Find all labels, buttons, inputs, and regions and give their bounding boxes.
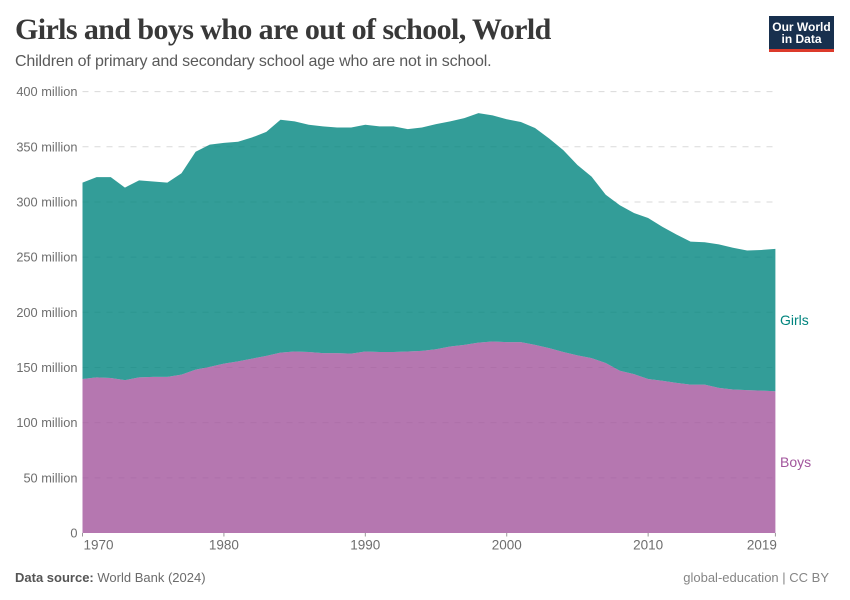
owid-logo[interactable]: Our World in Data [769,16,834,52]
y-tick-label-250: 250 million [16,250,77,265]
license-link[interactable]: CC BY [789,570,829,585]
chart-slug-link[interactable]: global-education [683,570,779,585]
chart-subtitle: Children of primary and secondary school… [15,53,492,70]
x-tick-label-2000: 2000 [492,538,522,553]
series-label-boys[interactable]: Boys [780,454,812,470]
owid-logo-line2: in Data [781,31,822,46]
y-tick-label-350: 350 million [16,139,77,154]
owid-logo-red-bar [769,49,834,52]
y-tick-label-400: 400 million [16,84,77,99]
y-tick-label-0: 0 [70,526,77,541]
y-tick-label-200: 200 million [16,305,77,320]
y-tick-label-150: 150 million [16,360,77,375]
chart-footer: Data source: World Bank (2024) global-ed… [15,570,829,586]
y-tick-label-50: 50 million [23,470,77,485]
y-tick-label-300: 300 million [16,194,77,209]
owid-logo-line1: Our World [772,19,831,34]
x-tick-label-1990: 1990 [350,538,380,553]
data-source-value: World Bank (2024) [97,570,206,585]
page-title: Girls and boys who are out of school, Wo… [15,13,551,46]
owid-logo-box: Our World in Data [769,16,834,49]
x-tick-label-1970: 1970 [84,538,114,553]
area-boys[interactable] [82,341,776,533]
data-source-note: Data source: World Bank (2024) [15,570,206,586]
x-tick-label-2019: 2019 [747,538,777,553]
x-tick-label-1980: 1980 [209,538,239,553]
y-tick-label-100: 100 million [16,415,77,430]
footer-separator: | [778,570,790,585]
footer-links: global-education | CC BY [683,570,829,586]
x-tick-label-2010: 2010 [633,538,663,553]
data-source-label: Data source: [15,570,94,585]
series-label-girls[interactable]: Girls [780,312,809,328]
area-girls[interactable] [82,113,776,392]
